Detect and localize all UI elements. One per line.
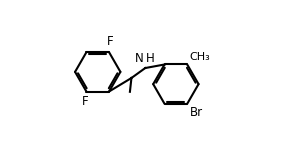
Text: Br: Br	[190, 106, 203, 119]
Text: N: N	[135, 52, 144, 65]
Text: CH₃: CH₃	[190, 52, 210, 62]
Text: H: H	[146, 52, 155, 65]
Text: F: F	[81, 95, 88, 108]
Text: F: F	[107, 35, 114, 48]
